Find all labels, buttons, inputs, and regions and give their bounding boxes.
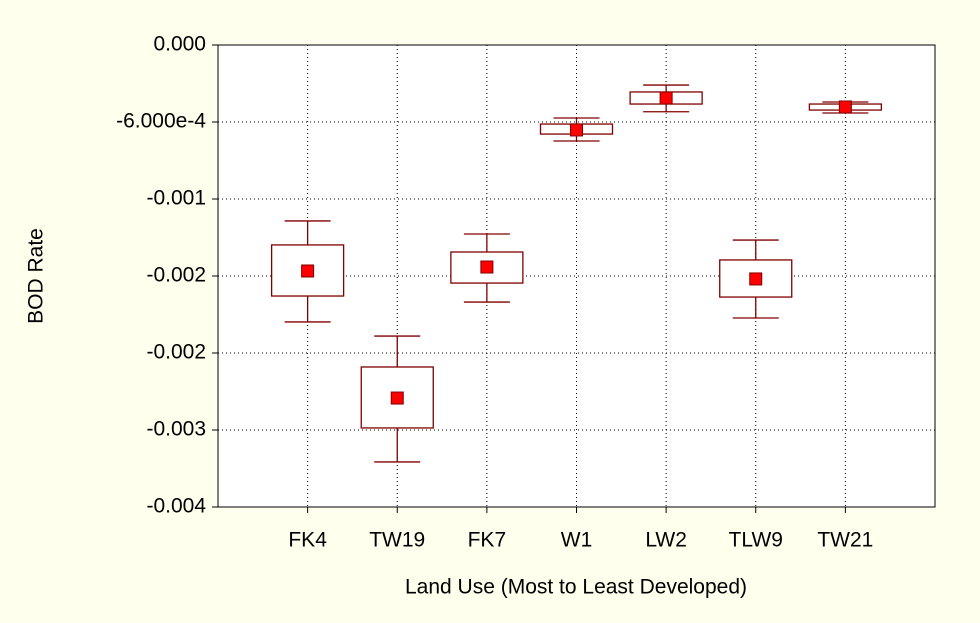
- plot-border: [217, 44, 936, 508]
- mean-marker: [659, 91, 673, 105]
- y-tick-label: -0.001: [146, 187, 206, 210]
- mean-marker: [301, 264, 315, 278]
- x-tick-label: TLW9: [729, 529, 783, 552]
- mean-marker: [480, 260, 494, 274]
- mean-marker: [390, 391, 404, 405]
- y-tick-label: 0.000: [153, 33, 206, 56]
- x-axis-label: Land Use (Most to Least Developed): [405, 576, 747, 599]
- x-tick-label: FK7: [468, 529, 507, 552]
- mean-marker: [749, 272, 763, 286]
- x-tick-label: FK4: [288, 529, 327, 552]
- mean-marker: [838, 100, 852, 114]
- x-tick-label: TW19: [369, 529, 425, 552]
- y-tick-label: -6.000e-4: [116, 110, 206, 133]
- mean-marker: [570, 123, 583, 137]
- y-tick-label: -0.002: [146, 341, 206, 364]
- x-tick-label: LW2: [645, 529, 687, 552]
- y-tick-label: -0.004: [146, 495, 206, 518]
- y-tick-label: -0.002: [146, 264, 206, 287]
- y-tick-label: -0.003: [146, 418, 206, 441]
- x-tick-label: W1: [561, 529, 593, 552]
- x-tick-label: TW21: [817, 529, 873, 552]
- y-axis-label: BOD Rate: [25, 228, 48, 324]
